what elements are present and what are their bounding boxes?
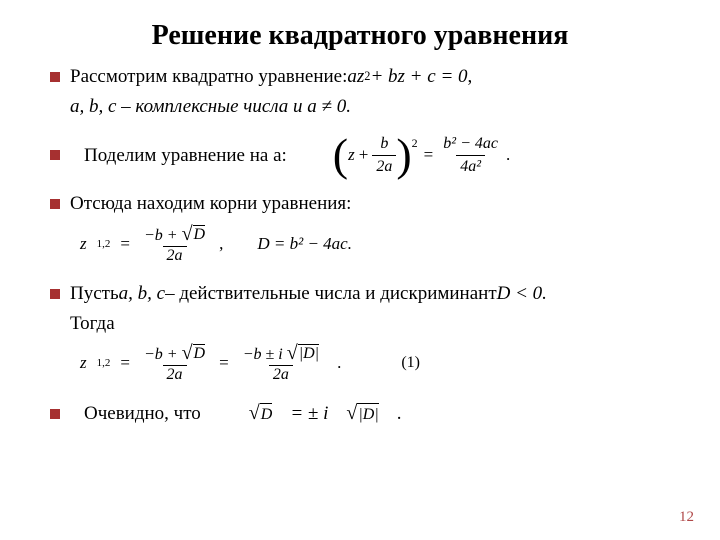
p4d: D < 0. [497, 281, 547, 307]
f3-sub: 1,2 [97, 238, 111, 250]
p1b: a, b, c – комплексные числа и a ≠ 0. [70, 94, 351, 120]
p5-text: Очевидно, что [84, 401, 201, 427]
f3-D: D = b² − 4ac. [257, 234, 352, 254]
p4c: – действительные числа и дискриминант [165, 281, 497, 307]
f4-num1b: D [193, 344, 206, 363]
f2-plus: + [359, 144, 369, 167]
f4-den2: 2a [269, 365, 293, 384]
bullet-icon [50, 289, 60, 299]
f4-sub: 1,2 [97, 357, 111, 369]
slide-title: Решение квадратного уравнения [50, 20, 670, 52]
f3-comma: , [219, 234, 223, 254]
f4-den1: 2a [163, 365, 187, 384]
f2-num2: b² − 4ac [439, 133, 502, 155]
paragraph-4-line2: Тогда [50, 311, 670, 337]
f5-lhs: √D [249, 400, 273, 427]
formula-complex-roots: z1,2 = −b + √D 2a = −b ± i √|D| 2a . (1) [80, 342, 670, 384]
comma1: , [468, 64, 473, 90]
slide-body: Решение квадратного уравнения Рассмотрим… [0, 0, 720, 540]
bullet-icon [50, 150, 60, 160]
eq-main-a: az [347, 64, 364, 90]
eq-label-1: (1) [401, 354, 420, 372]
p2-text: Поделим уравнение на a: [84, 143, 287, 169]
p4e: Тогда [70, 311, 115, 337]
paragraph-2: Поделим уравнение на a: ( z + b 2a ) 2 =… [50, 133, 670, 177]
bullet-icon [50, 409, 60, 419]
f5-dot: . [397, 401, 402, 427]
formula-completed-square: ( z + b 2a ) 2 = b² − 4ac 4a² . [333, 133, 510, 177]
paragraph-1-line1: Рассмотрим квадратно уравнение: az2 + bz… [50, 64, 670, 90]
page-number: 12 [679, 509, 694, 526]
f2-z: z [348, 144, 355, 167]
f2-eq: = [424, 144, 434, 167]
bullet-icon [50, 72, 60, 82]
paragraph-3: Отсюда находим корни уравнения: [50, 191, 670, 217]
p3-text: Отсюда находим корни уравнения: [70, 191, 351, 217]
f4-dot: . [337, 353, 341, 373]
paragraph-1-line2: a, b, c – комплексные числа и a ≠ 0. [50, 94, 670, 120]
p4b: a, b, c [119, 281, 165, 307]
f5-eq: = ± i [290, 401, 328, 427]
f4-eq2: = [219, 353, 229, 373]
f3-sqrt: D [193, 225, 206, 244]
f2-den2: 4a² [456, 155, 485, 178]
f3-den: 2a [163, 246, 187, 265]
f2-exp: 2 [412, 135, 418, 151]
f4-z: z [80, 353, 87, 373]
f2-num1: b [376, 133, 392, 155]
eq-main-b: + bz + c = 0 [370, 64, 467, 90]
f2-den1: 2a [372, 155, 396, 178]
f4-eq: = [120, 353, 130, 373]
f2-dot: . [506, 144, 510, 167]
f3-eq: = [120, 234, 130, 254]
f4-num2b: |D| [298, 344, 319, 363]
paragraph-5: Очевидно, что √D = ± i √|D| . [50, 400, 670, 427]
f3-num-a: −b + [144, 227, 178, 244]
paragraph-4-line1: Пусть a, b, c – действительные числа и д… [50, 281, 670, 307]
bullet-icon [50, 199, 60, 209]
f5-rhs: √|D| [346, 400, 378, 427]
p4a: Пусть [70, 281, 119, 307]
f3-z: z [80, 234, 87, 254]
f4-num1a: −b + [144, 346, 178, 363]
f4-num2a: −b ± i [243, 346, 283, 363]
p1-text-a: Рассмотрим квадратно уравнение: [70, 64, 347, 90]
formula-roots: z1,2 = −b + √D 2a , D = b² − 4ac. [80, 223, 670, 265]
